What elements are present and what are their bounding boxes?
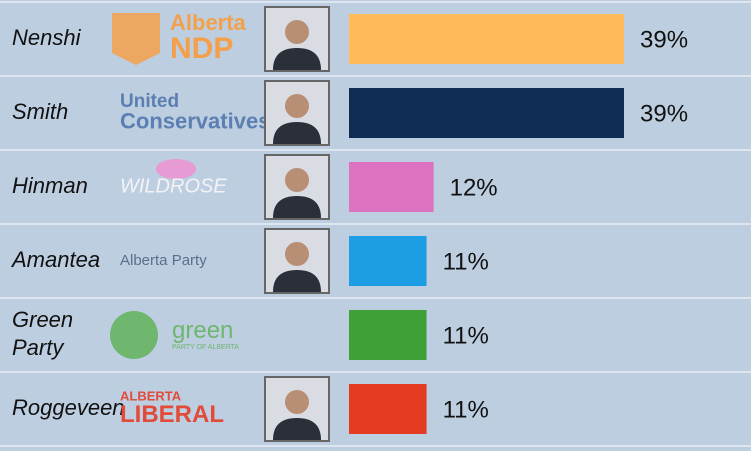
- bar: [349, 14, 624, 64]
- photo-head: [285, 94, 309, 118]
- photo-body: [273, 48, 321, 70]
- value-label: 12%: [450, 174, 498, 201]
- logo-text: LIBERAL: [120, 401, 224, 428]
- logo-text: Alberta Party: [120, 252, 207, 269]
- photo-body: [273, 122, 321, 144]
- candidate-name: Nenshi: [12, 25, 82, 50]
- logo-text: ALBERTA: [120, 388, 182, 403]
- logo-icon: [112, 13, 160, 65]
- candidate-name: Amantea: [10, 247, 100, 272]
- photo-body: [273, 196, 321, 218]
- logo-text: PARTY OF ALBERTA: [172, 344, 239, 351]
- photo-head: [285, 20, 309, 44]
- value-label: 11%: [443, 396, 489, 423]
- photo-head: [285, 390, 309, 414]
- logo-icon: [110, 311, 158, 359]
- logo-text: NDP: [170, 32, 233, 65]
- value-label: 11%: [443, 248, 489, 275]
- candidate-name: Smith: [12, 99, 68, 124]
- logo-text: United: [120, 91, 179, 112]
- value-label: 39%: [640, 26, 688, 53]
- logo-text: WILDROSE: [120, 175, 227, 197]
- bar: [349, 310, 427, 360]
- logo-text: Alberta: [170, 10, 247, 35]
- bar: [349, 236, 427, 286]
- bar: [349, 88, 624, 138]
- photo-body: [273, 418, 321, 440]
- photo-body: [273, 270, 321, 292]
- photo-head: [285, 168, 309, 192]
- logo-text: Conservatives: [120, 108, 270, 133]
- candidate-name: Green Party: [12, 307, 73, 360]
- value-label: 11%: [443, 322, 489, 349]
- value-label: 39%: [640, 100, 688, 127]
- logo-text: green: [172, 317, 233, 344]
- candidate-name: Roggeveen: [12, 395, 125, 420]
- candidate-name: Hinman: [12, 173, 88, 198]
- bar: [349, 384, 427, 434]
- photo-head: [285, 242, 309, 266]
- bar: [349, 162, 434, 212]
- logo-icon: [156, 159, 196, 179]
